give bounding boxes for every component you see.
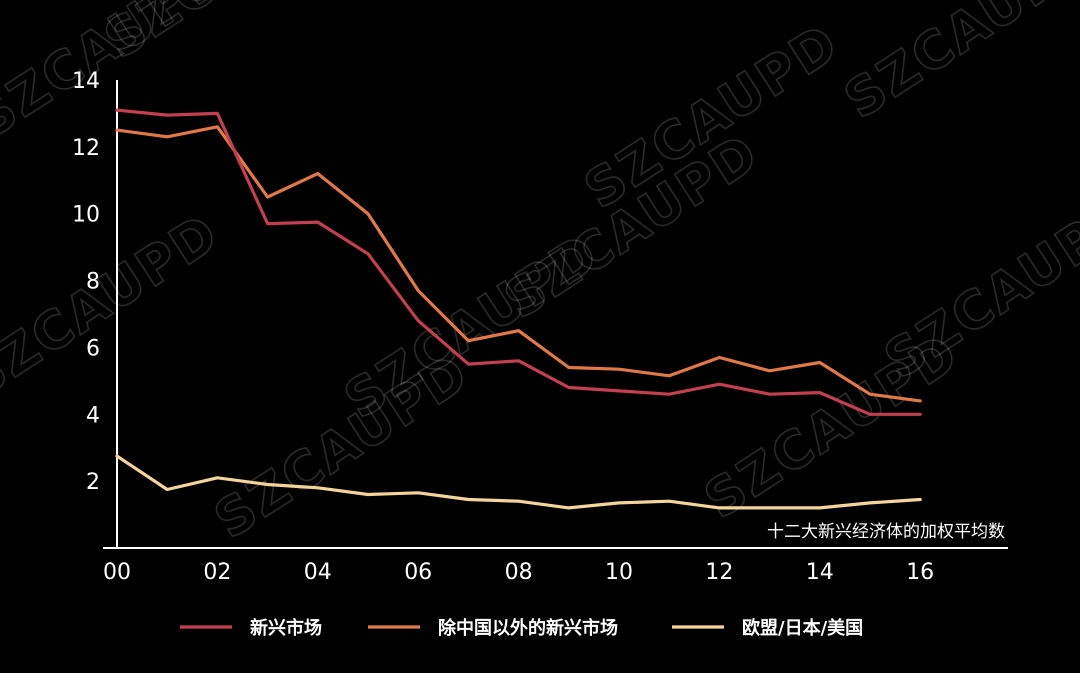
axes bbox=[103, 80, 1008, 549]
y-tick-label: 14 bbox=[72, 69, 100, 94]
series-lines bbox=[115, 108, 922, 510]
x-tick-label: 00 bbox=[103, 560, 131, 585]
y-tick-label: 2 bbox=[86, 470, 100, 495]
legend-label: 除中国以外的新兴市场 bbox=[438, 617, 618, 639]
x-tick-label: 10 bbox=[605, 560, 633, 585]
y-tick-label: 10 bbox=[72, 203, 100, 228]
y-tick-label: 4 bbox=[86, 403, 100, 428]
legend: 新兴市场 除中国以外的新兴市场 欧盟/日本/美国 bbox=[180, 617, 863, 639]
x-tick-label: 08 bbox=[505, 560, 533, 585]
x-tick-labels: 00 02 04 06 08 10 12 14 16 bbox=[103, 560, 934, 585]
legend-label: 新兴市场 bbox=[250, 617, 322, 639]
y-tick-label: 8 bbox=[86, 270, 100, 295]
watermark-layer: SZCAUPDSZCAUPDSZCAUPDSZCAUPDSZCAUPDSZCAU… bbox=[0, 0, 1080, 552]
series-line bbox=[115, 125, 922, 403]
y-tick-labels: 2 4 6 8 10 12 14 bbox=[72, 69, 100, 495]
x-tick-label: 06 bbox=[404, 560, 432, 585]
x-tick-label: 02 bbox=[203, 560, 231, 585]
y-tick-label: 6 bbox=[86, 336, 100, 361]
watermark-text: SZCAUPD bbox=[694, 323, 969, 531]
x-tick-label: 04 bbox=[304, 560, 332, 585]
x-tick-label: 12 bbox=[705, 560, 733, 585]
x-tick-label: 16 bbox=[906, 560, 934, 585]
watermark-text: SZCAUPD bbox=[0, 203, 230, 411]
x-tick-label: 14 bbox=[806, 560, 834, 585]
watermark-text: SZCAUPD bbox=[94, 0, 369, 71]
watermark-text: SZCAUPD bbox=[834, 0, 1080, 131]
series-line bbox=[115, 454, 922, 510]
legend-label: 欧盟/日本/美国 bbox=[742, 617, 863, 639]
chart-annotation: 十二大新兴经济体的加权平均数 bbox=[767, 522, 1005, 542]
watermark-text: SZCAUPD bbox=[204, 343, 479, 551]
series-line bbox=[115, 108, 922, 416]
y-tick-label: 12 bbox=[72, 136, 100, 161]
